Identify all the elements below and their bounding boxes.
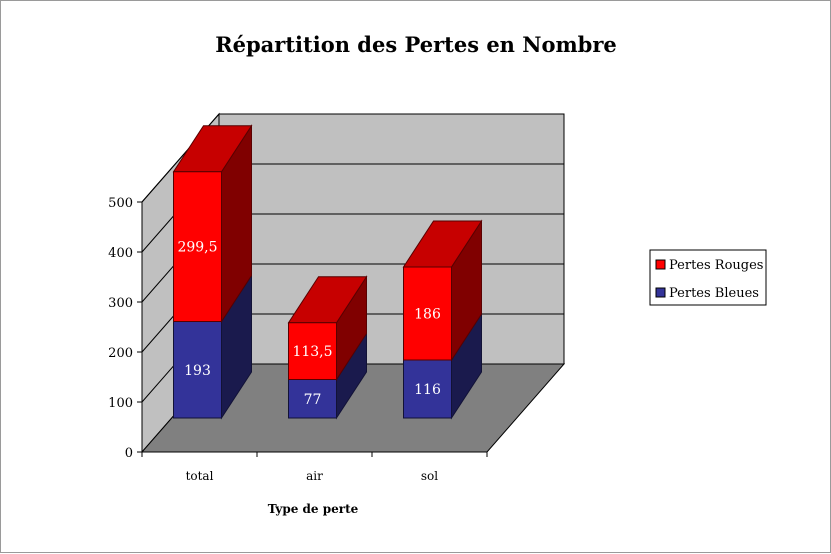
- bar-front: [288, 379, 337, 419]
- y-tick-label: 400: [108, 246, 133, 261]
- data-label: 186: [414, 307, 441, 323]
- x-tick-label: sol: [421, 469, 438, 483]
- data-label: 113,5: [292, 344, 332, 360]
- data-label: 77: [304, 392, 322, 408]
- back-wall: [218, 113, 565, 365]
- bar-front: [173, 171, 222, 322]
- data-label: 299,5: [177, 240, 217, 256]
- bars: [172, 124, 483, 420]
- data-label: 193: [184, 363, 211, 379]
- legend-swatch: [655, 287, 666, 298]
- data-labels: 193 299,5 77 113,5 116 186: [177, 240, 440, 408]
- y-tick-label: 500: [108, 196, 133, 211]
- legend-label: Pertes Rouges: [669, 258, 763, 273]
- y-tick-label: 300: [108, 296, 133, 311]
- bar-front: [288, 322, 337, 380]
- y-tick-label: 200: [108, 346, 133, 361]
- bar-front: [403, 359, 452, 419]
- x-axis-title: Type de perte: [268, 502, 359, 516]
- x-tick-label: total: [186, 469, 214, 483]
- legend-box: [649, 249, 767, 306]
- data-label: 116: [414, 382, 441, 398]
- legend: Pertes Rouges Pertes Bleues: [649, 249, 767, 306]
- legend-label: Pertes Bleues: [669, 286, 759, 301]
- legend-swatch: [655, 259, 666, 270]
- axes: 0 100 200 300 400 500 total air sol: [108, 196, 488, 483]
- gridline: [141, 113, 564, 203]
- x-tick-label: air: [306, 469, 323, 483]
- bar-front: [403, 266, 452, 361]
- bar-front: [173, 321, 222, 419]
- y-tick-label: 100: [108, 396, 133, 411]
- y-tick-label: 0: [125, 446, 133, 461]
- chart-title: Répartition des Pertes en Nombre: [215, 32, 617, 57]
